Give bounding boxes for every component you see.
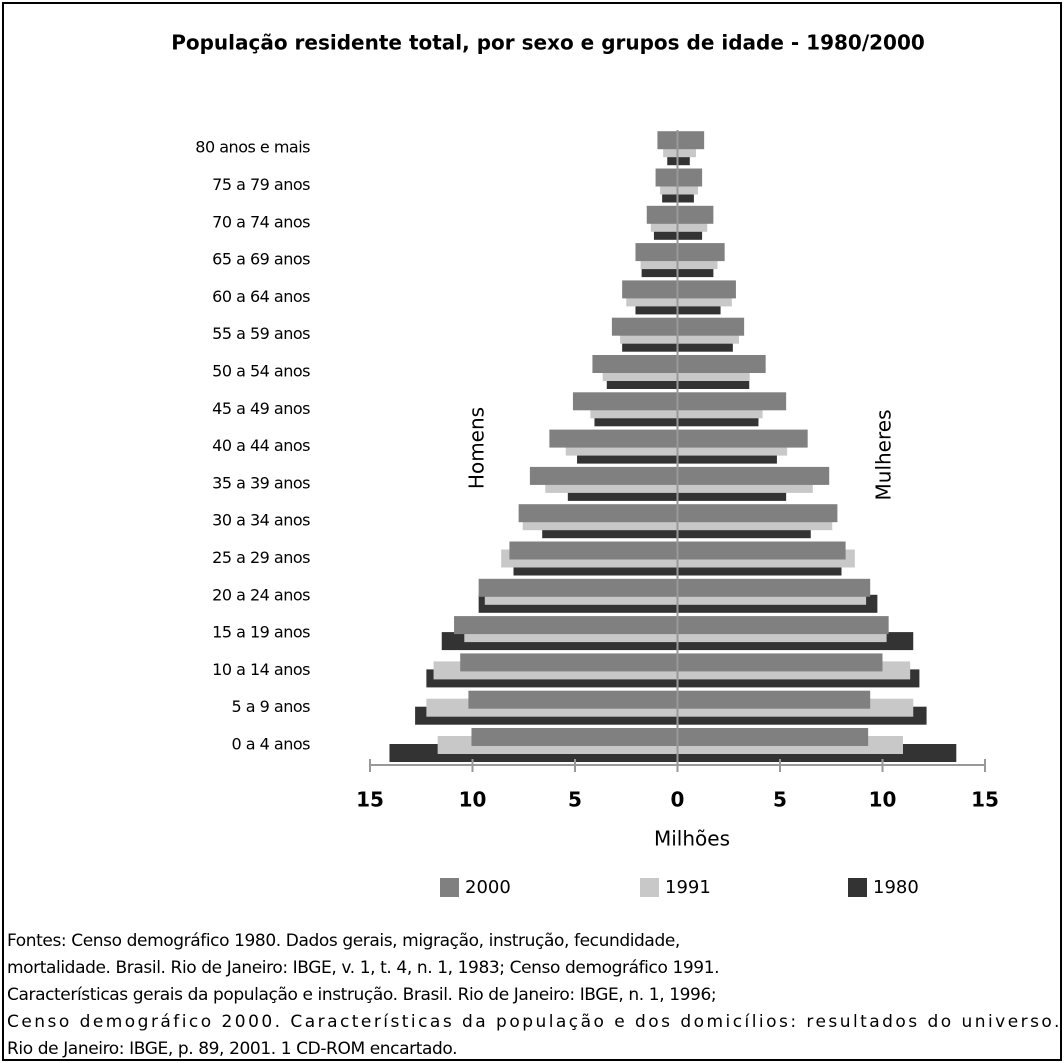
bar xyxy=(454,616,678,635)
bar xyxy=(677,243,725,262)
bar xyxy=(549,429,678,448)
legend-swatch xyxy=(640,878,659,897)
y-tick-label: 20 a 24 anos xyxy=(212,585,310,604)
y-tick-label: 15 a 19 anos xyxy=(212,623,310,642)
bar xyxy=(677,504,838,523)
bar xyxy=(677,653,883,672)
note: mortalidade. Brasil. Rio de Janeiro: IBG… xyxy=(7,958,719,978)
y-tick-label: 5 a 9 anos xyxy=(232,697,311,716)
bar xyxy=(509,541,678,560)
x-tick-label: 10 xyxy=(869,788,897,812)
bar xyxy=(677,541,846,560)
y-tick-label: 10 a 14 anos xyxy=(212,660,310,679)
y-tick-label: 55 a 59 anos xyxy=(212,324,310,343)
bar xyxy=(677,578,871,597)
bar xyxy=(677,616,889,635)
bar xyxy=(592,355,678,373)
y-tick-label: 70 a 74 anos xyxy=(212,212,310,231)
bar xyxy=(611,317,678,336)
legend-label: 1980 xyxy=(873,877,919,898)
bar xyxy=(677,280,736,299)
bar xyxy=(677,690,871,709)
bar xyxy=(677,429,808,448)
bar xyxy=(478,578,678,597)
y-tick-label: 40 a 44 anos xyxy=(212,436,310,455)
bar xyxy=(657,131,678,150)
bar xyxy=(529,466,678,485)
bar xyxy=(468,690,678,709)
y-tick-label: 50 a 54 anos xyxy=(212,362,310,381)
bar xyxy=(572,392,678,411)
bar xyxy=(635,243,678,262)
y-tick-label: 75 a 79 anos xyxy=(212,175,310,194)
y-tick-label: 25 a 29 anos xyxy=(212,548,310,567)
y-tick-label: 30 a 34 anos xyxy=(212,511,310,530)
note: Fontes: Censo demográfico 1980. Dados ge… xyxy=(7,931,680,951)
bar xyxy=(677,205,714,224)
legend-label: 1991 xyxy=(665,877,711,898)
note: Características gerais da população e in… xyxy=(7,985,716,1005)
y-tick-label: 80 anos e mais xyxy=(195,138,310,157)
bar xyxy=(460,653,678,672)
chart-title: População residente total, por sexo e gr… xyxy=(171,31,925,55)
bar xyxy=(677,392,787,411)
x-tick-label: 0 xyxy=(671,788,685,812)
bar xyxy=(677,466,830,485)
legend-swatch xyxy=(440,878,459,897)
x-tick-label: 15 xyxy=(971,788,999,812)
right-label: Mulheres xyxy=(872,410,896,501)
x-axis-label: Milhões xyxy=(654,827,730,851)
bar xyxy=(622,280,678,299)
bar xyxy=(677,317,745,336)
x-tick-label: 5 xyxy=(568,788,582,812)
note: Rio de Janeiro: IBGE, p. 89, 2001. 1 CD-… xyxy=(7,1039,457,1059)
legend-swatch xyxy=(848,878,867,897)
bar xyxy=(646,205,678,224)
bar xyxy=(518,504,678,523)
y-tick-label: 65 a 69 anos xyxy=(212,250,310,269)
y-tick-label: 45 a 49 anos xyxy=(212,399,310,418)
left-label: Homens xyxy=(465,407,489,489)
bar xyxy=(677,168,703,187)
bar xyxy=(677,131,705,150)
y-tick-label: 60 a 64 anos xyxy=(212,287,310,306)
x-tick-label: 15 xyxy=(356,788,384,812)
bar xyxy=(677,355,766,373)
bar xyxy=(655,168,678,187)
legend-label: 2000 xyxy=(465,877,511,898)
bar xyxy=(677,728,869,746)
x-tick-label: 10 xyxy=(459,788,487,812)
y-tick-label: 35 a 39 anos xyxy=(212,473,310,492)
y-tick-label: 0 a 4 anos xyxy=(232,735,311,754)
x-tick-label: 5 xyxy=(773,788,787,812)
bar xyxy=(471,728,678,746)
